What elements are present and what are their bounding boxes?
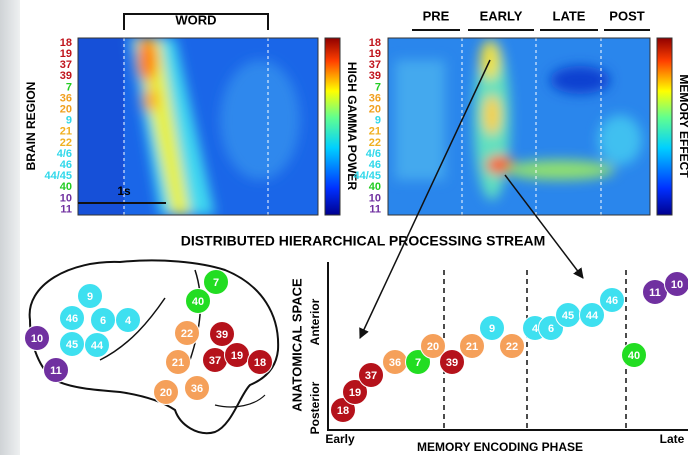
node-label: 18 [337,405,349,417]
late-label: Late [660,432,685,446]
early-label: Early [325,432,355,446]
scale-label: 1s [117,184,131,198]
node-label: 21 [466,341,478,353]
phase-label: LATE [553,8,586,23]
phase-label: EARLY [480,8,523,23]
node-label: 22 [506,341,518,353]
node-label: 19 [231,350,243,362]
node-label: 20 [427,341,439,353]
word-label: WORD [175,12,216,27]
node-label: 39 [216,329,228,341]
node-label: 21 [172,357,184,369]
node-label: 46 [66,313,78,325]
page: WORD 1s HIGH GAMMA POWER BRAIN REGION ME… [0,0,688,455]
node-label: 37 [209,355,221,367]
node-label: 36 [191,383,203,395]
region-label: 11 [60,203,72,215]
region-label: 11 [369,203,381,215]
node-label: 37 [365,370,377,382]
stream-x-label: MEMORY ENCODING PHASE [417,440,583,454]
node-label: 4 [532,323,539,335]
heatmap-left [78,38,318,215]
node-label: 44 [586,310,599,322]
side-strip [0,0,20,455]
node-label: 11 [649,287,661,299]
node-label: 20 [160,387,172,399]
node-label: 6 [548,323,554,335]
node-label: 44 [91,340,104,352]
node-label: 7 [415,357,421,369]
node-label: 40 [192,296,204,308]
node-label: 10 [31,333,43,345]
node-label: 18 [254,357,266,369]
node-label: 7 [213,277,219,289]
node-label: 4 [125,315,132,327]
node-label: 9 [489,323,495,335]
node-label: 22 [181,328,193,340]
colorbar [657,38,672,215]
colorbar [325,38,340,215]
node-label: 19 [349,387,361,399]
node-label: 9 [87,291,93,303]
title: DISTRIBUTED HIERARCHICAL PROCESSING STRE… [181,233,546,249]
colorbar-label: MEMORY EFFECT [677,74,688,178]
heatmap-right [388,38,650,215]
node-label: 46 [606,295,618,307]
node-label: 40 [628,350,640,362]
stream-y-label: ANATOMICAL SPACE [289,278,304,412]
figure: WORD 1s HIGH GAMMA POWER BRAIN REGION ME… [0,0,688,455]
node-label: 10 [671,279,683,291]
node-label: 45 [66,339,78,351]
phase-label: PRE [423,8,450,23]
node-label: 45 [562,310,574,322]
node-label: 36 [389,357,401,369]
posterior-label: Posterior [308,381,322,434]
node-label: 39 [446,357,458,369]
anterior-label: Anterior [308,298,322,345]
node-label: 6 [100,315,106,327]
phase-label: POST [609,8,644,23]
y-label: BRAIN REGION [24,82,38,171]
node-label: 11 [50,365,62,377]
